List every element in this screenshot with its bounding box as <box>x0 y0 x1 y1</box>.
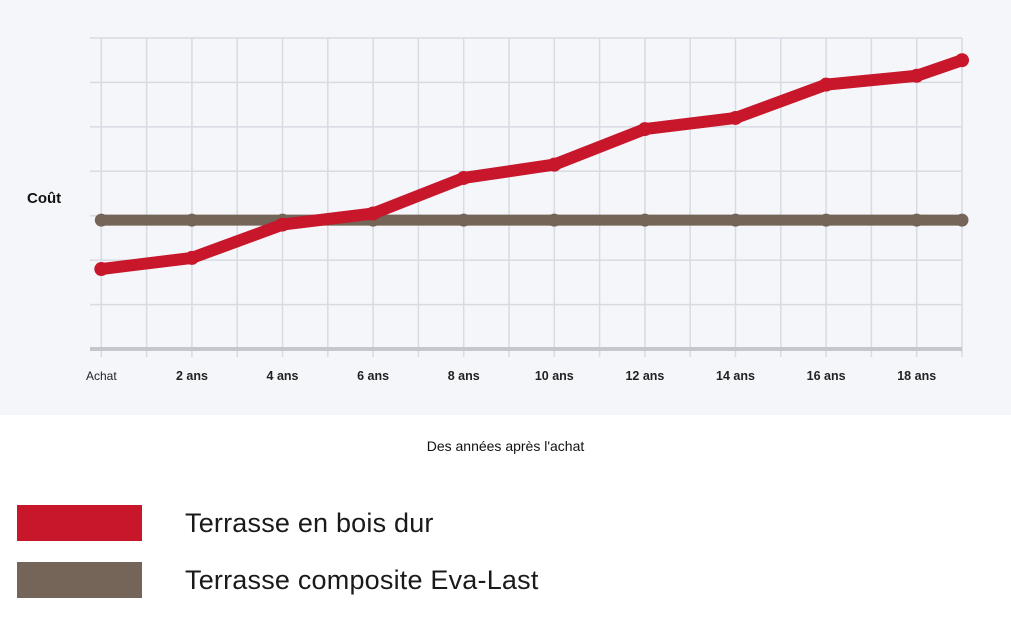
x-tick-label: 12 ans <box>625 369 664 383</box>
data-point-hardwood <box>909 68 924 83</box>
data-point-hardwood <box>184 250 199 265</box>
x-tick-label: 4 ans <box>267 369 299 383</box>
x-tick-label: 16 ans <box>807 369 846 383</box>
line-chart: Achat 2 ans 4 ans 6 ans 8 ans 10 ans 12 ans 14 … <box>86 37 969 383</box>
data-point-hardwood <box>547 157 562 172</box>
x-tick-label: 18 ans <box>897 369 936 383</box>
x-tick-labels: Achat 2 ans 4 ans 6 ans 8 ans 10 ans 12 ans 14 … <box>86 369 936 383</box>
legend-label-hardwood: Terrasse en bois dur <box>185 507 434 538</box>
x-tick-label: 10 ans <box>535 369 574 383</box>
data-point-composite <box>819 213 833 227</box>
legend-label-composite: Terrasse composite Eva-Last <box>185 564 539 595</box>
legend-item-composite: Terrasse composite Eva-Last <box>17 562 539 598</box>
data-point-composite <box>547 213 561 227</box>
data-point-composite <box>94 213 108 227</box>
data-point-hardwood <box>366 206 381 221</box>
data-point-composite <box>457 213 471 227</box>
data-point-hardwood <box>637 122 652 137</box>
series-line-hardwood <box>95 54 968 276</box>
legend: Terrasse en bois dur Terrasse composite … <box>17 505 539 619</box>
legend-item-hardwood: Terrasse en bois dur <box>17 505 539 541</box>
data-point-hardwood <box>819 77 834 92</box>
x-tick-label: Achat <box>86 369 117 383</box>
data-point-hardwood <box>955 53 969 68</box>
x-tick-label: 8 ans <box>448 369 480 383</box>
x-tick-label: 6 ans <box>357 369 389 383</box>
x-tick-label: 2 ans <box>176 369 208 383</box>
data-point-composite <box>185 213 199 227</box>
x-axis-label: Des années après l'achat <box>426 438 585 454</box>
data-point-composite <box>729 213 743 227</box>
data-point-composite <box>638 213 652 227</box>
y-axis-label: Coût <box>27 190 62 207</box>
plot-area: Achat 2 ans 4 ans 6 ans 8 ans 10 ans 12 ans 14 … <box>0 0 1011 415</box>
data-point-hardwood <box>456 170 471 185</box>
data-point-hardwood <box>275 217 290 232</box>
data-point-hardwood <box>728 110 743 125</box>
data-point-composite <box>910 213 924 227</box>
data-point-hardwood <box>94 262 109 277</box>
legend-swatch-composite <box>17 562 142 598</box>
legend-swatch-hardwood <box>17 505 142 541</box>
data-point-composite <box>955 213 969 227</box>
series-lines <box>94 53 969 277</box>
x-tick-label: 14 ans <box>716 369 755 383</box>
